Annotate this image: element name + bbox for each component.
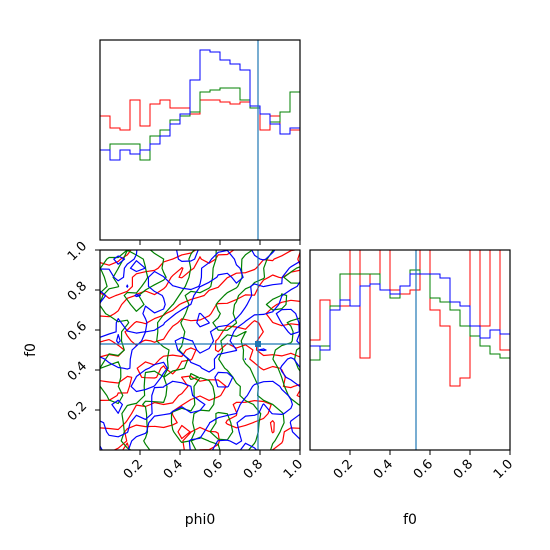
phi0-hist-frame [99,39,301,241]
contour-group [100,250,300,450]
mid-ytick-label-0: 0.2 [65,399,90,424]
truth-marker [255,341,261,347]
f0-hist-frame [309,249,511,451]
contour-red-series [100,250,300,450]
contour-green-series [100,250,300,450]
phi0-f0-contour-panel: 0.2 0.4 0.6 0.8 1.0 0.2 0.4 0.6 0.8 1.0 [65,239,306,482]
right-xtick-label-2: 0.6 [411,457,436,482]
x-axis-label-f0: f0 [403,512,417,528]
mid-ytick-label-2: 0.6 [65,319,90,344]
x-axis-label-phi0: phi0 [185,512,216,528]
contour-frame [99,249,301,451]
mid-xtick-label-3: 0.8 [241,457,266,482]
mid-xtick-label-1: 0.4 [161,457,186,482]
right-xtick-label-4: 1.0 [491,457,516,482]
mid-ytick-label-4: 1.0 [65,239,90,264]
f0-hist-blue-series [310,273,510,351]
y-axis-label-f0: f0 [23,343,39,357]
right-xtick-label-0: 0.2 [331,457,356,482]
mid-xtick-label-4: 1.0 [281,457,306,482]
mid-xtick-label-2: 0.6 [201,457,226,482]
mid-ytick-label-3: 0.8 [65,279,90,304]
mid-ytick-label-1: 0.4 [65,359,90,384]
contour-blue-series [100,250,300,450]
right-xtick-label-3: 0.8 [451,457,476,482]
phi0-histogram-panel [99,39,301,245]
right-xtick-label-1: 0.4 [371,457,396,482]
phi0-hist-blue-series [100,49,300,161]
f0-histogram-panel: 0.2 0.4 0.6 0.8 1.0 [309,249,516,482]
mid-xtick-label-0: 0.2 [121,457,146,482]
